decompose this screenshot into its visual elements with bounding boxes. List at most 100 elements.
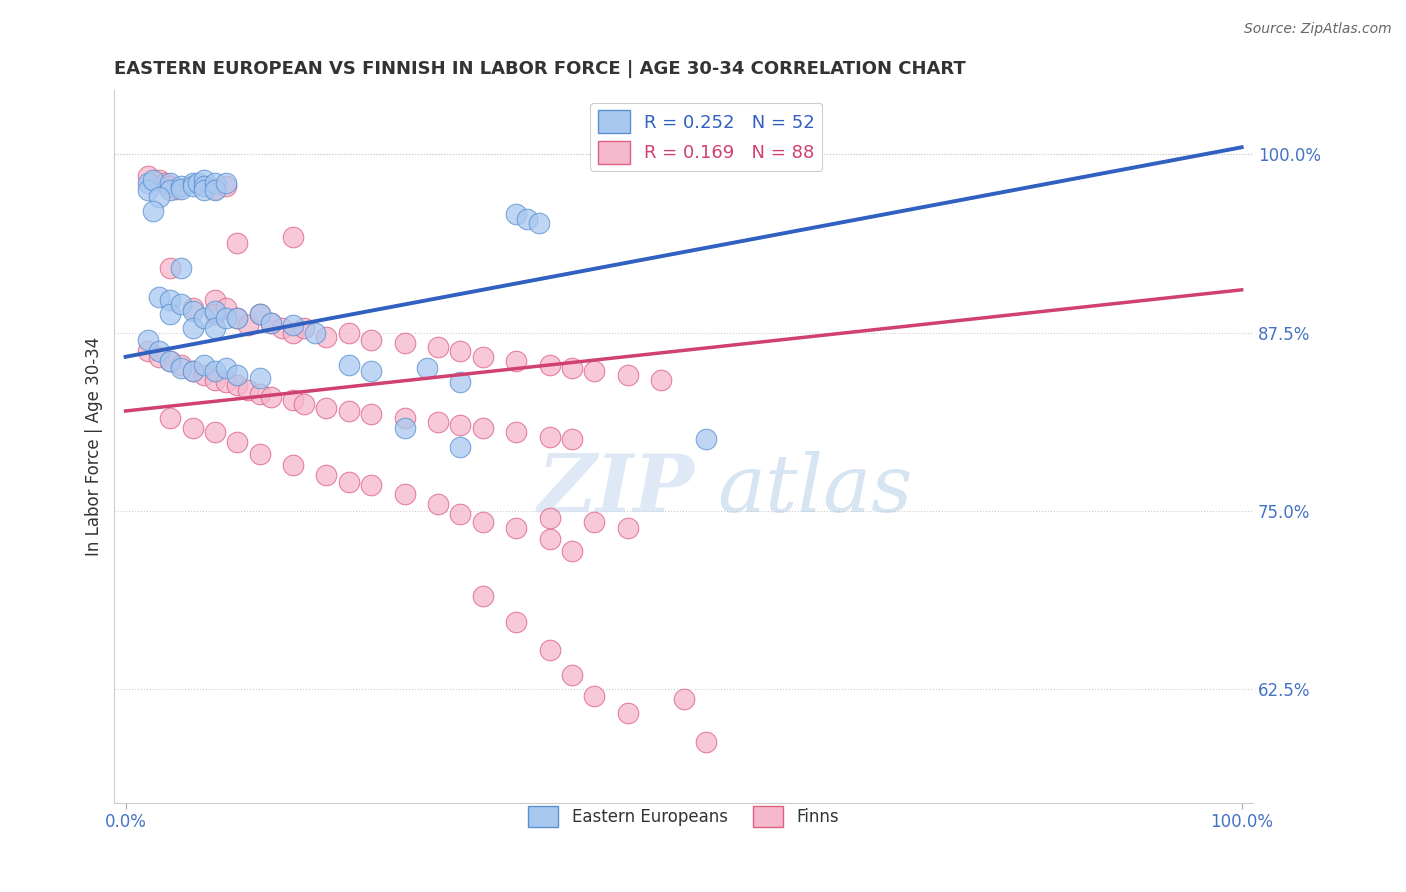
Point <box>695 433 717 447</box>
Point <box>538 643 561 657</box>
Point <box>159 176 181 190</box>
Point <box>170 181 193 195</box>
Point <box>516 211 538 226</box>
Point <box>337 475 360 490</box>
Point <box>505 207 527 221</box>
Point <box>471 421 494 435</box>
Point <box>238 318 260 333</box>
Point <box>181 421 204 435</box>
Point <box>215 376 238 390</box>
Point <box>204 293 226 307</box>
Point <box>193 368 215 383</box>
Point <box>527 216 550 230</box>
Point <box>215 311 238 326</box>
Point <box>416 361 439 376</box>
Point <box>187 176 209 190</box>
Point <box>159 178 181 193</box>
Point <box>193 359 215 373</box>
Point <box>617 368 640 383</box>
Point <box>471 515 494 529</box>
Point <box>226 311 249 326</box>
Point <box>226 435 249 450</box>
Point <box>148 173 170 187</box>
Text: EASTERN EUROPEAN VS FINNISH IN LABOR FORCE | AGE 30-34 CORRELATION CHART: EASTERN EUROPEAN VS FINNISH IN LABOR FOR… <box>114 60 966 78</box>
Point <box>159 307 181 321</box>
Point <box>538 359 561 373</box>
Point <box>204 321 226 335</box>
Point <box>159 261 181 276</box>
Point <box>315 468 337 483</box>
Point <box>215 361 238 376</box>
Point <box>427 340 450 354</box>
Point <box>260 316 283 330</box>
Point <box>315 330 337 344</box>
Point <box>159 411 181 425</box>
Point <box>204 176 226 190</box>
Point <box>561 433 583 447</box>
Point <box>215 176 238 190</box>
Point <box>159 293 181 307</box>
Point <box>449 376 471 390</box>
Point <box>471 350 494 364</box>
Point <box>136 176 159 190</box>
Point <box>505 354 527 368</box>
Point <box>181 178 204 193</box>
Point <box>281 230 304 244</box>
Point <box>193 311 215 326</box>
Point <box>583 689 606 703</box>
Point <box>148 350 170 364</box>
Point <box>394 411 416 425</box>
Point <box>142 173 165 187</box>
Point <box>281 326 304 340</box>
Point <box>181 301 204 316</box>
Point <box>226 368 249 383</box>
Point <box>181 364 204 378</box>
Legend: Eastern Europeans, Finns: Eastern Europeans, Finns <box>522 799 845 834</box>
Point <box>142 204 165 219</box>
Point <box>181 364 204 378</box>
Point <box>249 371 271 385</box>
Point <box>427 416 450 430</box>
Point <box>561 543 583 558</box>
Point <box>226 311 249 326</box>
Point <box>249 307 271 321</box>
Point <box>427 497 450 511</box>
Point <box>394 486 416 500</box>
Point <box>215 301 238 316</box>
Point <box>260 390 283 404</box>
Point <box>204 181 226 195</box>
Point <box>292 321 315 335</box>
Point <box>226 235 249 250</box>
Point <box>204 307 226 321</box>
Point <box>181 304 204 318</box>
Point <box>270 321 292 335</box>
Point <box>159 183 181 197</box>
Point <box>136 333 159 347</box>
Point <box>561 361 583 376</box>
Point <box>315 401 337 416</box>
Point <box>394 335 416 350</box>
Point <box>170 297 193 311</box>
Point <box>204 373 226 387</box>
Point <box>170 361 193 376</box>
Point <box>360 478 382 492</box>
Point <box>148 290 170 304</box>
Point <box>538 511 561 525</box>
Point <box>281 392 304 407</box>
Point <box>561 667 583 681</box>
Point <box>204 304 226 318</box>
Point <box>538 533 561 547</box>
Point <box>449 418 471 433</box>
Point <box>449 507 471 521</box>
Text: Source: ZipAtlas.com: Source: ZipAtlas.com <box>1244 22 1392 37</box>
Point <box>148 344 170 359</box>
Point <box>204 183 226 197</box>
Point <box>505 615 527 629</box>
Point <box>159 354 181 368</box>
Point <box>617 706 640 721</box>
Point <box>148 190 170 204</box>
Point <box>583 364 606 378</box>
Point <box>193 178 215 193</box>
Point <box>260 316 283 330</box>
Point <box>193 173 215 187</box>
